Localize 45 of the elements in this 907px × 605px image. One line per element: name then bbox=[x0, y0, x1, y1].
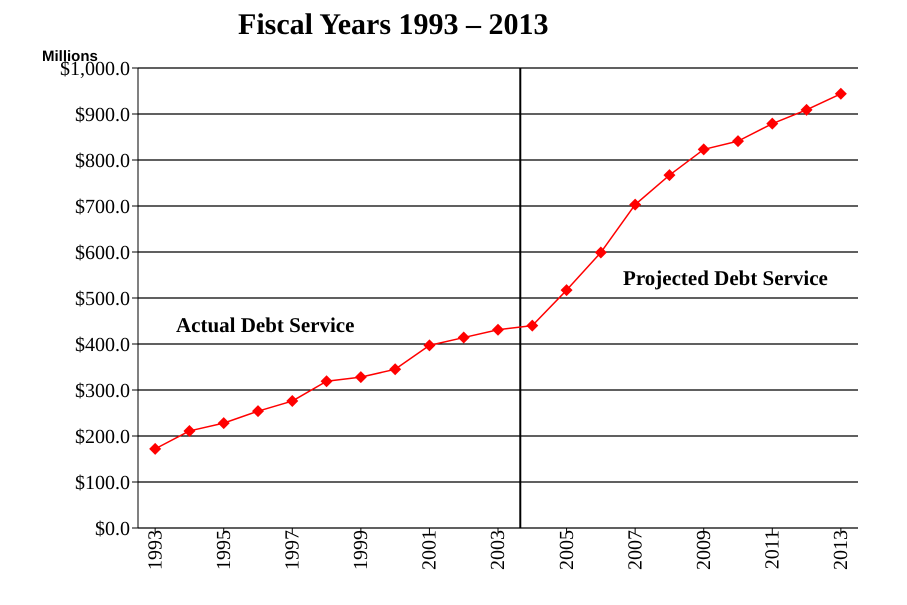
point bbox=[800, 104, 813, 116]
y-tick-label: $100.0 bbox=[75, 472, 130, 494]
x-tick-label: 2001 bbox=[418, 530, 441, 570]
point bbox=[698, 143, 710, 156]
point bbox=[354, 371, 367, 384]
y-tick-label: $200.0 bbox=[75, 426, 130, 448]
x-tick-label: 2007 bbox=[624, 530, 646, 570]
point bbox=[732, 135, 744, 148]
x-tick-label: 2005 bbox=[556, 530, 578, 570]
point bbox=[560, 284, 573, 296]
point bbox=[663, 169, 676, 182]
x-tick-label: 1997 bbox=[281, 530, 304, 570]
x-tick-label: 1995 bbox=[212, 530, 235, 570]
x-tick-label: 2013 bbox=[830, 530, 852, 570]
y-tick-label: $300.0 bbox=[75, 380, 130, 402]
point bbox=[389, 363, 402, 376]
point bbox=[320, 375, 333, 388]
y-tick-label: $700.0 bbox=[75, 196, 130, 218]
point bbox=[149, 442, 162, 455]
point bbox=[526, 320, 538, 332]
x-tick-label: 2003 bbox=[487, 530, 510, 570]
annotation: Projected Debt Service bbox=[623, 266, 828, 291]
point bbox=[458, 332, 470, 344]
y-tick-label: $800.0 bbox=[75, 150, 130, 172]
y-tick-label: $400.0 bbox=[75, 334, 130, 356]
point bbox=[834, 88, 847, 100]
x-tick-label: 1993 bbox=[144, 530, 166, 570]
x-tick-label: 2011 bbox=[761, 530, 784, 570]
chart-title: Fiscal Years 1993 – 2013 bbox=[238, 8, 549, 42]
x-tick-label: 2009 bbox=[692, 530, 715, 570]
point bbox=[629, 198, 642, 211]
point bbox=[492, 324, 504, 336]
y-tick-label: $600.0 bbox=[75, 242, 130, 264]
y-tick-label: $0.0 bbox=[95, 518, 130, 540]
annotation: Actual Debt Service bbox=[176, 313, 354, 338]
x-tick-label: 1999 bbox=[350, 530, 372, 570]
point bbox=[423, 339, 436, 352]
y-tick-label: $900.0 bbox=[75, 104, 130, 126]
point bbox=[183, 424, 196, 437]
point bbox=[252, 405, 264, 418]
y-tick-label: $500.0 bbox=[75, 288, 130, 310]
point bbox=[766, 118, 778, 130]
point bbox=[286, 395, 298, 408]
point bbox=[218, 417, 230, 430]
point bbox=[594, 246, 607, 258]
